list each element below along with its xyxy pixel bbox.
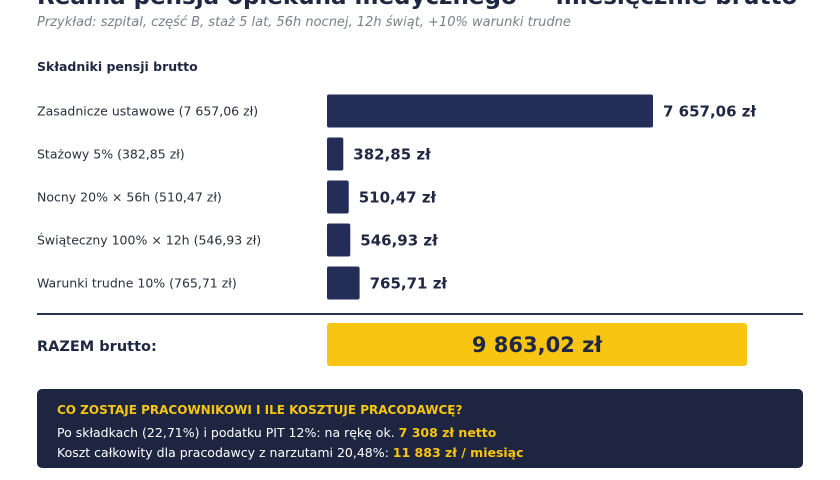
section-title: Składniki pensji brutto	[37, 59, 198, 74]
value-label: 7 657,06 zł	[663, 103, 756, 121]
page-title: Realna pensja opiekuna medycznego — mies…	[37, 0, 797, 11]
info-line-net: Po składkach (22,71%) i podatku PIT 12%:…	[57, 423, 783, 443]
info-line-cost: Koszt całkowity dla pracodawcy z narzuta…	[57, 443, 783, 463]
bar	[327, 94, 653, 128]
divider	[37, 313, 803, 315]
total-label: RAZEM brutto:	[37, 339, 157, 355]
info-cost-text: Koszt całkowity dla pracodawcy z narzuta…	[57, 445, 393, 460]
bar	[327, 137, 344, 171]
value-label: 382,85 zł	[353, 146, 431, 164]
bar	[327, 266, 360, 300]
page-subtitle: Przykład: szpital, część B, staż 5 lat, …	[37, 15, 571, 30]
value-label: 546,93 zł	[360, 232, 438, 250]
info-box: CO ZOSTAJE PRACOWNIKOWI I ILE KOSZTUJE P…	[37, 389, 803, 468]
category-label: Zasadnicze ustawowe (7 657,06 zł)	[37, 104, 258, 119]
info-cost-value: 11 883 zł / miesiąc	[392, 445, 524, 460]
info-net-value: 7 308 zł netto	[398, 425, 497, 440]
value-label: 765,71 zł	[370, 275, 448, 293]
category-label: Świąteczny 100% × 12h (546,93 zł)	[37, 233, 261, 248]
info-net-text: Po składkach (22,71%) i podatku PIT 12%:…	[57, 425, 399, 440]
category-label: Stażowy 5% (382,85 zł)	[37, 147, 185, 162]
value-label: 510,47 zł	[359, 189, 437, 207]
info-title: CO ZOSTAJE PRACOWNIKOWI I ILE KOSZTUJE P…	[57, 403, 463, 417]
category-label: Warunki trudne 10% (765,71 zł)	[37, 276, 237, 291]
total-value: 9 863,02 zł	[471, 332, 603, 357]
bar	[327, 180, 349, 214]
bar	[327, 223, 351, 257]
category-label: Nocny 20% × 56h (510,47 zł)	[37, 190, 222, 205]
total-box: 9 863,02 zł	[327, 323, 747, 366]
salary-bar-chart: Zasadnicze ustawowe (7 657,06 zł) 7 657,0…	[37, 94, 756, 300]
